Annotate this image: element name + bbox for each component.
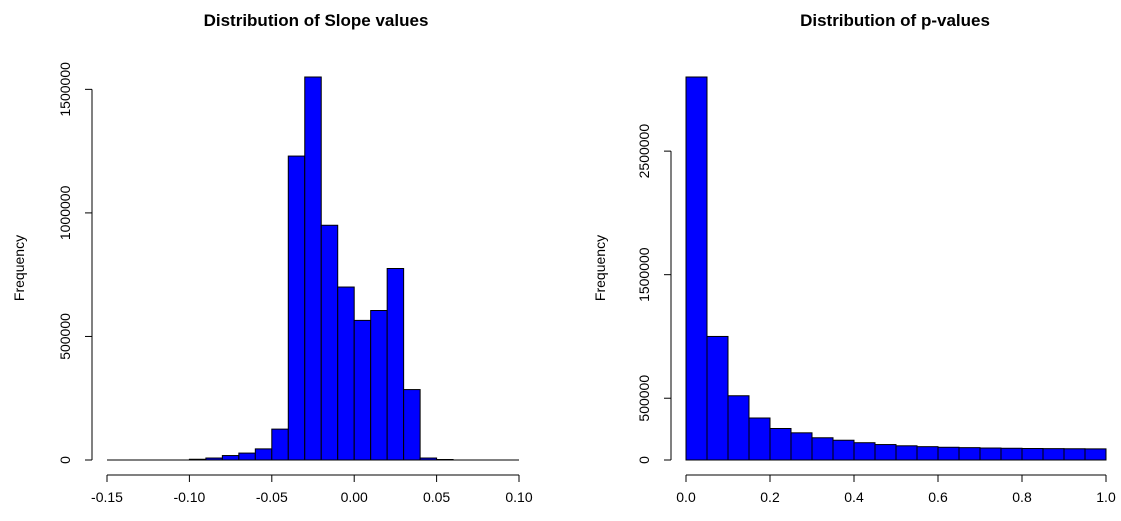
y-tick-label: 1000000	[57, 185, 73, 240]
histogram-bar	[1042, 448, 1065, 461]
x-tick-label: -0.10	[173, 489, 205, 505]
histogram-bar	[238, 452, 256, 461]
histogram-bar	[874, 444, 897, 461]
y-tick-label: 1500000	[636, 247, 652, 302]
chart-title-slope: Distribution of Slope values	[204, 11, 429, 30]
x-tick-label: 0.8	[1012, 489, 1032, 505]
x-axis-pvalue: 0.0 0.2 0.4 0.6 0.8 1.0	[676, 474, 1116, 505]
histogram-bar	[1084, 448, 1107, 461]
x-tick-label: 0.05	[423, 489, 450, 505]
histogram-bar	[287, 155, 306, 461]
histogram-bar	[832, 439, 855, 461]
x-tick-label: 0.2	[760, 489, 780, 505]
histogram-bar	[337, 286, 355, 461]
histogram-bar	[386, 268, 405, 461]
histogram-bar	[916, 446, 939, 461]
histogram-bar	[1063, 448, 1086, 461]
histogram-bar	[811, 437, 834, 461]
y-axis-label-pvalue: Frequency	[592, 235, 608, 301]
histogram-bar	[320, 224, 339, 461]
slope-bars	[107, 76, 519, 461]
y-axis-pvalue: 0 500000 1500000 2500000	[636, 124, 672, 464]
x-tick-label: -0.05	[256, 489, 288, 505]
x-tick-label: 0.0	[676, 489, 696, 505]
histogram-bar	[370, 310, 388, 461]
slope-histogram-panel: Distribution of Slope values Frequency 0…	[11, 11, 533, 505]
y-tick-label: 1500000	[57, 62, 73, 117]
histogram-bar	[958, 447, 981, 461]
x-tick-label: 0.6	[928, 489, 948, 505]
histogram-bar	[853, 442, 876, 461]
histogram-bar	[895, 445, 918, 461]
histogram-bar	[1021, 448, 1044, 461]
x-tick-label: 0.00	[341, 489, 368, 505]
histogram-bar	[353, 319, 372, 461]
y-axis-label-slope: Frequency	[11, 235, 27, 301]
histogram-bar	[271, 428, 289, 461]
pvalue-histogram-panel: Distribution of p-values Frequency 0 5000…	[592, 11, 1116, 505]
histogram-bar	[304, 76, 322, 461]
y-tick-label: 2500000	[636, 124, 652, 179]
x-tick-label: 0.10	[505, 489, 532, 505]
histogram-bar	[979, 447, 1002, 461]
histogram-bar	[706, 335, 729, 461]
y-axis-slope: 0 500000 1000000 1500000	[57, 62, 93, 464]
x-axis-slope: -0.15 -0.10 -0.05 0.00 0.05 0.10	[91, 474, 533, 505]
histogram-bar	[937, 446, 960, 461]
histogram-bar	[221, 455, 240, 461]
histogram-bar	[790, 432, 813, 461]
histogram-bar	[748, 417, 771, 461]
x-tick-label: 1.0	[1096, 489, 1116, 505]
histogram-bar	[403, 389, 421, 461]
y-tick-label: 500000	[57, 313, 73, 360]
x-tick-label: 0.4	[844, 489, 864, 505]
histogram-bar	[685, 76, 708, 461]
histogram-bar	[769, 427, 792, 461]
pvalue-bars	[685, 76, 1107, 461]
histogram-bar	[727, 395, 750, 461]
chart-title-pvalue: Distribution of p-values	[800, 11, 990, 30]
x-tick-label: -0.15	[91, 489, 123, 505]
histogram-bar	[254, 448, 273, 461]
y-tick-label: 0	[57, 456, 73, 464]
y-tick-label: 500000	[636, 375, 652, 422]
histogram-bar	[1000, 447, 1023, 461]
y-tick-label: 0	[636, 456, 652, 464]
